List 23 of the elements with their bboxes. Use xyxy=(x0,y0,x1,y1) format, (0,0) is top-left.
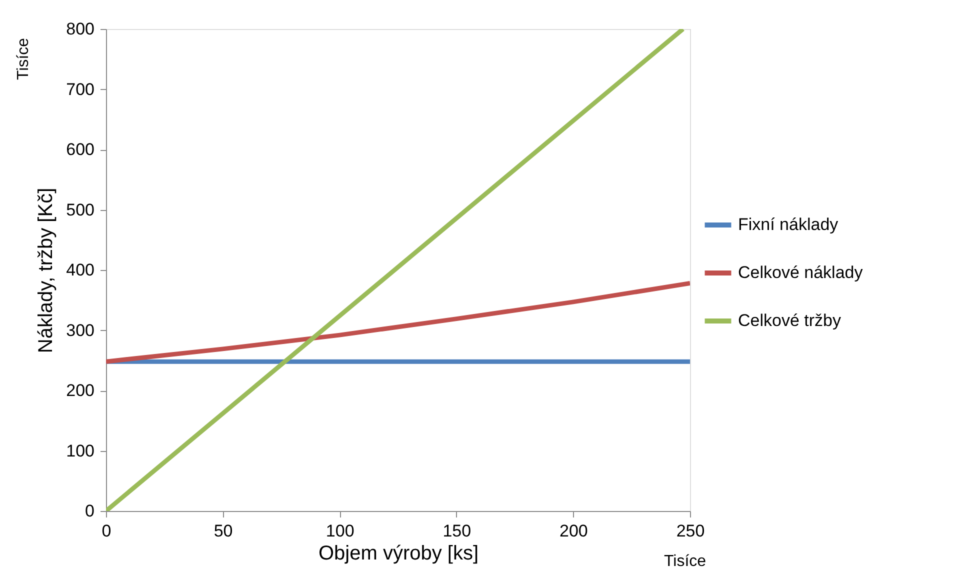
text: Tisíce xyxy=(664,553,706,570)
legend-label: Fixní náklady xyxy=(738,215,839,234)
y-tick-label: 0 xyxy=(85,502,94,520)
y-tick-label: 700 xyxy=(66,80,94,99)
y-tick-label: 500 xyxy=(66,200,94,220)
y-axis-title: Náklady, tržby [Kč] xyxy=(35,188,58,354)
y-tick-label: 200 xyxy=(66,381,94,400)
x-axis-title: Objem výroby [ks] xyxy=(318,542,479,564)
legend-label: Celkové náklady xyxy=(738,263,864,282)
line-series xyxy=(106,281,690,364)
x-tick-label: 100 xyxy=(326,522,354,540)
y-tick-label: 400 xyxy=(66,260,94,280)
x-tick-label: 50 xyxy=(214,522,233,540)
y-tick-label: 100 xyxy=(66,441,94,460)
y-tick-label: 300 xyxy=(66,320,94,340)
x-tick-label: 0 xyxy=(102,522,112,540)
x-tick-label: 250 xyxy=(676,522,705,540)
y-tick-label: 800 xyxy=(66,20,94,38)
y-tick-label: 600 xyxy=(66,140,94,159)
x-tick-label: 150 xyxy=(442,522,472,540)
legend-label: Celkové tržby xyxy=(738,311,842,330)
text: Tisíce xyxy=(15,38,32,80)
x-tick-label: 200 xyxy=(560,522,588,540)
